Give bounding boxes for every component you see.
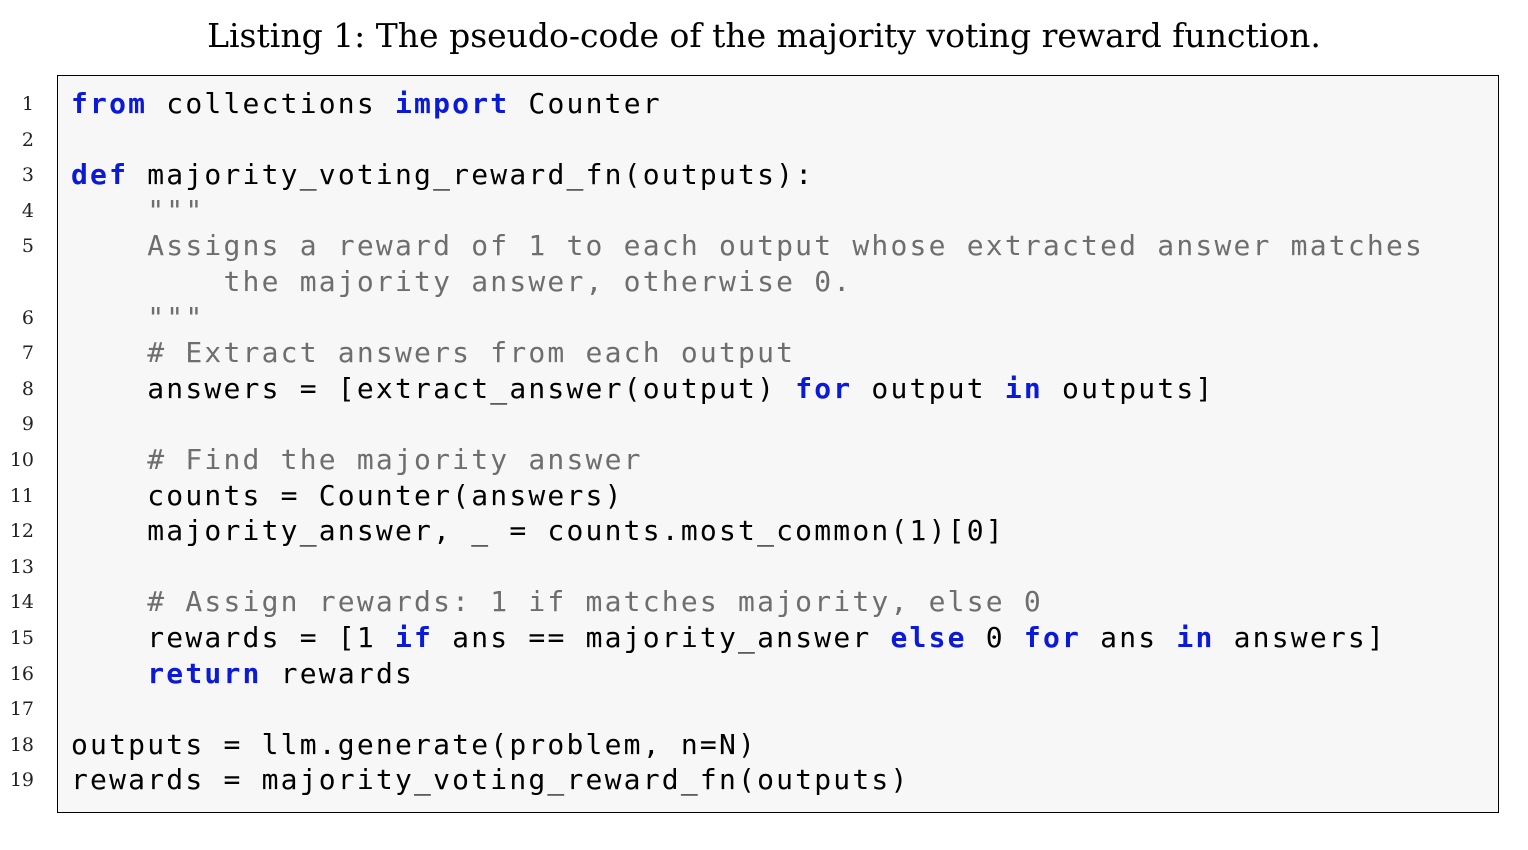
code-line: 15 rewards = [1 if ans == majority_answe… <box>0 620 1528 656</box>
code-token: counts = Counter(answers) <box>71 478 624 512</box>
code-text: return rewards <box>71 656 414 692</box>
code-line: the majority answer, otherwise 0. <box>0 264 1528 300</box>
code-text: Assigns a reward of 1 to each output who… <box>71 228 1424 264</box>
listing-caption: Listing 1: The pseudo-code of the majori… <box>207 16 1321 55</box>
code-keyword: in <box>1176 621 1215 654</box>
code-token: ans == majority_answer <box>433 621 891 654</box>
code-box <box>57 75 1499 813</box>
code-line: 19 rewards = majority_voting_reward_fn(ou… <box>0 762 1528 798</box>
code-line: 7 # Extract answers from each output <box>0 335 1528 371</box>
line-number: 13 <box>9 555 34 578</box>
code-comment: # Find the majority answer <box>71 443 643 476</box>
code-line: 17 <box>0 691 1528 727</box>
code-docstring: the majority answer, otherwise 0. <box>71 265 853 298</box>
line-number: 1 <box>21 93 34 115</box>
code-text: def majority_voting_reward_fn(outputs): <box>71 157 814 193</box>
code-token: ans <box>1081 621 1177 654</box>
line-number: 3 <box>21 164 34 187</box>
code-docstring: Assigns a reward of 1 to each output who… <box>71 229 1425 263</box>
code-comment: # Assign rewards: 1 if matches majority,… <box>71 585 1043 619</box>
code-token: outputs] <box>1042 371 1215 405</box>
line-number: 7 <box>21 342 34 365</box>
code-text: # Assign rewards: 1 if matches majority,… <box>71 584 1043 620</box>
code-keyword: if <box>394 621 434 654</box>
code-line: 5 Assigns a reward of 1 to each output w… <box>0 228 1528 264</box>
line-number: 6 <box>21 306 34 329</box>
code-docstring: """ <box>71 193 205 227</box>
code-keyword: def <box>71 158 129 192</box>
code-line: 11 counts = Counter(answers) <box>0 478 1528 514</box>
code-text: outputs = llm.generate(problem, n=N) <box>71 727 757 763</box>
code-token: answers] <box>1214 621 1387 654</box>
line-number: 15 <box>9 627 34 649</box>
code-text: rewards = majority_voting_reward_fn(outp… <box>71 762 910 798</box>
code-keyword: for <box>1023 621 1082 654</box>
code-line: 13 <box>0 549 1528 585</box>
code-line: 4 """ <box>0 193 1528 229</box>
code-token: answers = [extract_answer(output) <box>71 371 796 405</box>
code-text: from collections import Counter <box>71 86 662 122</box>
code-keyword: else <box>890 621 967 654</box>
code-token: 0 <box>966 621 1024 654</box>
code-token: majority_voting_reward_fn(outputs): <box>128 158 815 192</box>
line-number: 9 <box>21 413 34 436</box>
code-token: rewards = majority_voting_reward_fn(outp… <box>71 763 910 797</box>
line-number: 17 <box>9 698 34 721</box>
line-number: 8 <box>21 377 34 400</box>
line-number: 5 <box>21 235 34 258</box>
line-number: 12 <box>9 520 34 543</box>
code-token: output <box>852 371 1005 405</box>
code-token: majority_answer, _ = counts.most_common(… <box>71 514 1005 548</box>
code-text: """ <box>71 300 204 336</box>
code-text: the majority answer, otherwise 0. <box>71 264 852 300</box>
code-comment: # Extract answers from each output <box>71 336 796 370</box>
code-token: collections <box>147 87 395 120</box>
code-line: 18 outputs = llm.generate(problem, n=N) <box>0 727 1528 763</box>
code-docstring: """ <box>71 300 205 334</box>
code-line: 16 return rewards <box>0 656 1528 692</box>
line-number: 16 <box>9 662 34 685</box>
line-number: 10 <box>9 449 34 471</box>
code-line: 6 """ <box>0 300 1528 336</box>
code-token: rewards <box>261 656 415 690</box>
code-text: # Find the majority answer <box>71 442 643 478</box>
code-line: 1 from collections import Counter <box>0 86 1528 122</box>
code-keyword: in <box>1004 371 1043 405</box>
line-number: 18 <box>9 733 34 756</box>
code-keyword: return <box>147 656 262 690</box>
code-text: counts = Counter(answers) <box>71 478 624 514</box>
line-number: 2 <box>21 128 34 151</box>
line-number: 11 <box>9 484 34 507</box>
line-number: 19 <box>9 769 34 792</box>
code-keyword: import <box>394 87 510 120</box>
code-line: 8 answers = [extract_answer(output) for … <box>0 371 1528 407</box>
code-text: # Extract answers from each output <box>71 335 795 371</box>
code-line: 12 majority_answer, _ = counts.most_comm… <box>0 513 1528 549</box>
code-keyword: from <box>71 87 148 120</box>
code-line: 3 def majority_voting_reward_fn(outputs): <box>0 157 1528 193</box>
code-token: outputs = llm.generate(problem, n=N) <box>71 727 758 761</box>
code-line: 2 <box>0 122 1528 158</box>
code-line: 9 <box>0 406 1528 442</box>
code-token: rewards = [1 <box>71 621 395 654</box>
code-text: rewards = [1 if ans == majority_answer e… <box>71 620 1386 656</box>
line-number: 4 <box>21 199 34 222</box>
code-token <box>71 657 147 690</box>
code-line: 14 # Assign rewards: 1 if matches majori… <box>0 584 1528 620</box>
code-line: 10 # Find the majority answer <box>0 442 1528 478</box>
code-text: """ <box>71 193 204 229</box>
line-number: 14 <box>9 591 34 614</box>
code-text: answers = [extract_answer(output) for ou… <box>71 371 1215 407</box>
code-keyword: for <box>795 371 853 405</box>
code-token: Counter <box>509 87 662 120</box>
code-text: majority_answer, _ = counts.most_common(… <box>71 513 1005 549</box>
